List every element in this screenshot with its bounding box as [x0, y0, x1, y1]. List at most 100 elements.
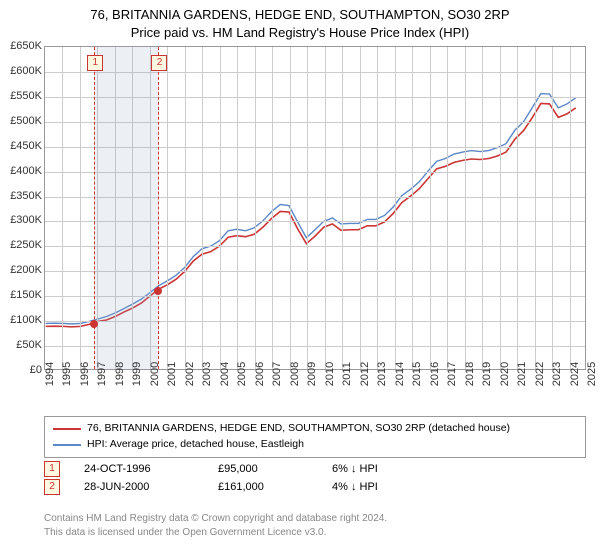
x-tick-label: 2021	[516, 362, 528, 386]
x-tick-label: 2016	[429, 362, 441, 386]
gridline-v	[220, 47, 221, 369]
x-tick-label: 2005	[236, 362, 248, 386]
x-tick-label: 2025	[586, 362, 598, 386]
sales-row: 2 28-JUN-2000 £161,000 4% ↓ HPI	[44, 478, 378, 496]
gridline-v	[500, 47, 501, 369]
x-tick-label: 2003	[201, 362, 213, 386]
y-tick-label: £500K	[10, 115, 42, 127]
gridline-v	[552, 47, 553, 369]
x-tick-label: 1994	[44, 362, 56, 386]
sales-row-price: £95,000	[218, 463, 308, 475]
x-tick-label: 2024	[569, 362, 581, 386]
x-tick-label: 2017	[446, 362, 458, 386]
x-tick-label: 1998	[114, 362, 126, 386]
x-axis: 1994199519961997199819992000200120022003…	[44, 370, 586, 410]
x-tick-label: 2007	[271, 362, 283, 386]
gridline-v	[272, 47, 273, 369]
sales-row-flag: 1	[44, 461, 60, 477]
footer-line-1: Contains HM Land Registry data © Crown c…	[44, 512, 387, 526]
title-line-2: Price paid vs. HM Land Registry's House …	[0, 24, 600, 42]
footer-line-2: This data is licensed under the Open Gov…	[44, 526, 387, 540]
legend: 76, BRITANNIA GARDENS, HEDGE END, SOUTHA…	[44, 416, 586, 458]
x-tick-label: 1996	[79, 362, 91, 386]
x-tick-label: 2002	[184, 362, 196, 386]
x-tick-label: 2001	[166, 362, 178, 386]
chart-title: 76, BRITANNIA GARDENS, HEDGE END, SOUTHA…	[0, 0, 600, 41]
legend-row: HPI: Average price, detached house, East…	[53, 437, 577, 453]
gridline-v	[412, 47, 413, 369]
y-tick-label: £300K	[10, 214, 42, 226]
sale-marker-line	[158, 47, 159, 369]
y-tick-label: £600K	[10, 65, 42, 77]
gridline-v	[465, 47, 466, 369]
sales-row-delta: 4% ↓ HPI	[332, 481, 378, 493]
sale-dot	[90, 320, 98, 328]
gridline-v	[202, 47, 203, 369]
x-tick-label: 1999	[131, 362, 143, 386]
x-tick-label: 2015	[411, 362, 423, 386]
gridline-v	[307, 47, 308, 369]
legend-label: HPI: Average price, detached house, East…	[87, 437, 304, 453]
y-tick-label: £250K	[10, 239, 42, 251]
legend-label: 76, BRITANNIA GARDENS, HEDGE END, SOUTHA…	[87, 421, 510, 437]
gridline-v	[62, 47, 63, 369]
y-tick-label: £50K	[16, 339, 42, 351]
sales-row-delta: 6% ↓ HPI	[332, 463, 378, 475]
x-tick-label: 2000	[149, 362, 161, 386]
y-tick-label: £350K	[10, 190, 42, 202]
x-tick-label: 2012	[359, 362, 371, 386]
gridline-v	[80, 47, 81, 369]
x-tick-label: 2010	[324, 362, 336, 386]
x-tick-label: 2018	[464, 362, 476, 386]
sale-marker-flag: 1	[87, 55, 103, 71]
title-line-1: 76, BRITANNIA GARDENS, HEDGE END, SOUTHA…	[0, 6, 600, 24]
x-tick-label: 2004	[219, 362, 231, 386]
x-tick-label: 2022	[534, 362, 546, 386]
x-tick-label: 2006	[254, 362, 266, 386]
sales-row-flag: 2	[44, 479, 60, 495]
gridline-v	[342, 47, 343, 369]
gridline-v	[395, 47, 396, 369]
y-tick-label: £550K	[10, 90, 42, 102]
gridline-v	[377, 47, 378, 369]
y-tick-label: £0	[30, 364, 42, 376]
gridline-v	[237, 47, 238, 369]
x-tick-label: 2020	[499, 362, 511, 386]
gridline-v	[570, 47, 571, 369]
x-tick-label: 2013	[376, 362, 388, 386]
gridline-v	[185, 47, 186, 369]
gridline-v	[255, 47, 256, 369]
gridline-v	[535, 47, 536, 369]
x-tick-label: 1997	[96, 362, 108, 386]
sales-row-date: 28-JUN-2000	[84, 481, 194, 493]
gridline-v	[325, 47, 326, 369]
legend-swatch	[53, 444, 81, 446]
x-tick-label: 1995	[61, 362, 73, 386]
y-tick-label: £400K	[10, 165, 42, 177]
sale-dot	[154, 287, 162, 295]
sales-row: 124-OCT-1996£95,0006% ↓ HPI	[44, 460, 378, 478]
shade-band	[94, 47, 158, 369]
y-axis: £0£50K£100K£150K£200K£250K£300K£350K£400…	[0, 46, 44, 370]
gridline-v	[290, 47, 291, 369]
x-tick-label: 2009	[306, 362, 318, 386]
sales-table: 124-OCT-1996£95,0006% ↓ HPI228-JUN-2000£…	[44, 460, 378, 496]
y-tick-label: £100K	[10, 314, 42, 326]
y-tick-label: £200K	[10, 264, 42, 276]
y-tick-label: £450K	[10, 140, 42, 152]
x-tick-label: 2019	[481, 362, 493, 386]
y-tick-label: £650K	[10, 40, 42, 52]
gridline-v	[360, 47, 361, 369]
x-tick-label: 2014	[394, 362, 406, 386]
legend-swatch	[53, 428, 81, 430]
footer-attribution: Contains HM Land Registry data © Crown c…	[44, 512, 387, 539]
gridline-v	[517, 47, 518, 369]
gridline-v	[430, 47, 431, 369]
sales-row-price: £161,000	[218, 481, 308, 493]
gridline-v	[482, 47, 483, 369]
sale-marker-flag: 2	[151, 55, 167, 71]
x-tick-label: 2011	[341, 362, 353, 386]
legend-row: 76, BRITANNIA GARDENS, HEDGE END, SOUTHA…	[53, 421, 577, 437]
x-tick-label: 2008	[289, 362, 301, 386]
gridline-v	[167, 47, 168, 369]
